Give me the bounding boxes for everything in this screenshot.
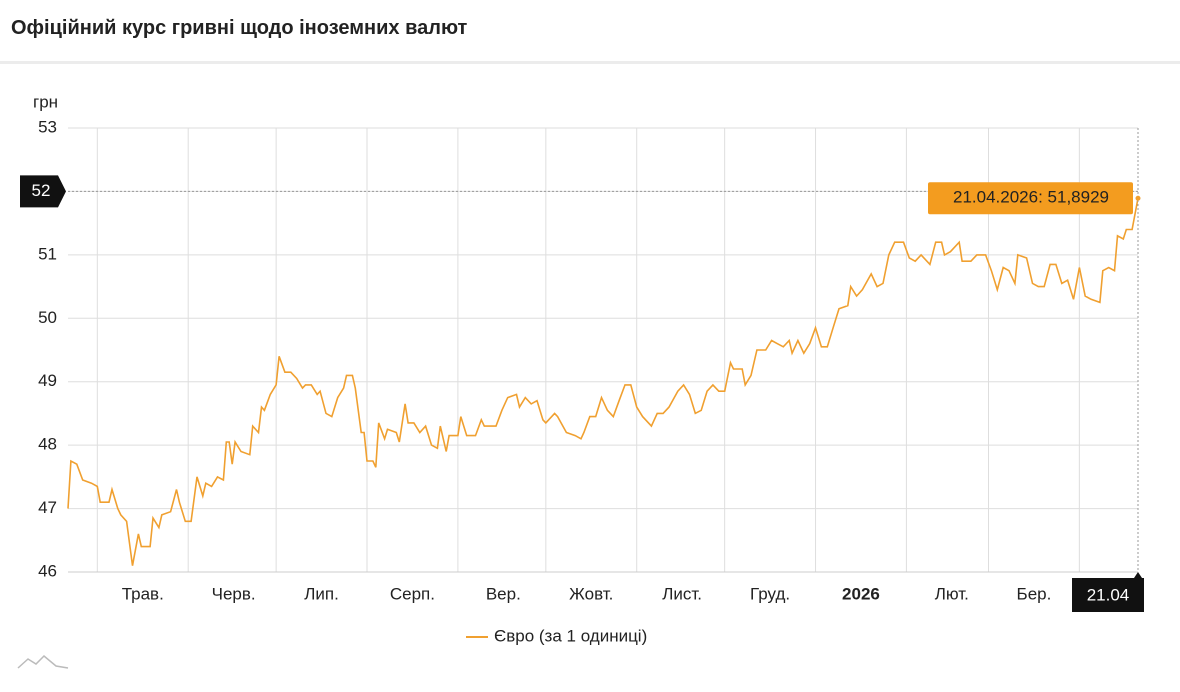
- x-tick-label: Серп.: [390, 584, 435, 603]
- y-tick-label: 46: [38, 561, 57, 580]
- x-tick-label: Лип.: [304, 584, 339, 603]
- y-crosshair-box: [20, 175, 66, 208]
- x-tick-label: Лист.: [662, 584, 702, 603]
- x-tick-label: Груд.: [750, 584, 790, 603]
- x-crosshair-label: 21.04: [1087, 585, 1130, 604]
- y-tick-label: 50: [38, 308, 57, 327]
- y-tick-label: 48: [38, 435, 57, 454]
- y-tick-label: 53: [38, 117, 57, 136]
- legend-label: Євро (за 1 одиниці): [494, 626, 647, 645]
- x-crosshair-box: [1072, 572, 1144, 612]
- x-tick-label: Жовт.: [569, 584, 613, 603]
- y-tick-label: 47: [38, 498, 57, 517]
- y-axis-label: грн: [33, 92, 58, 111]
- page-title: Офіційний курс гривні щодо іноземних вал…: [0, 0, 1180, 64]
- x-tick-label: Бер.: [1017, 584, 1052, 603]
- line: [67, 198, 1139, 566]
- y-crosshair-label: 52: [32, 181, 51, 200]
- x-tick-label: Вер.: [486, 584, 521, 603]
- y-tick-label: 51: [38, 244, 57, 263]
- x-tick-label: 2026: [842, 584, 880, 603]
- x-tick-label: Черв.: [212, 584, 256, 603]
- x-tick-label: Лют.: [935, 584, 969, 603]
- tooltip-box: [928, 182, 1133, 215]
- tooltip-label: 21.04.2026: 51,8929: [953, 188, 1109, 207]
- logo: [17, 654, 69, 669]
- highlight-point: [1135, 195, 1141, 201]
- x-tick-label: Трав.: [122, 584, 164, 603]
- y-tick-label: 49: [38, 371, 57, 390]
